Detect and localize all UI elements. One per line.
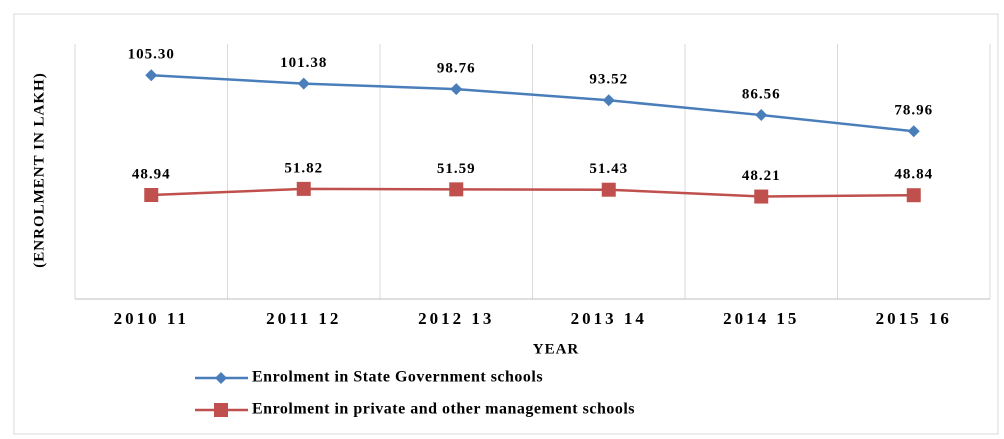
- data-label: 51.43: [589, 161, 628, 177]
- x-tick-label: 2011 12: [266, 309, 341, 328]
- data-point: [602, 94, 615, 107]
- data-point: [297, 77, 310, 90]
- x-tick-label: 2010 11: [114, 309, 189, 328]
- x-axis-label: YEAR: [533, 341, 580, 357]
- data-label: 48.21: [742, 168, 781, 184]
- data-point: [449, 182, 464, 197]
- data-label: 48.84: [894, 167, 933, 183]
- data-point: [296, 181, 311, 196]
- data-label: 48.94: [132, 166, 171, 182]
- x-tick-label: 2014 15: [723, 309, 799, 328]
- data-point: [144, 188, 159, 203]
- data-point: [907, 125, 920, 138]
- legend-label: Enrolment in private and other managemen…: [252, 401, 635, 418]
- data-label: 51.82: [284, 160, 323, 176]
- data-label: 51.59: [437, 161, 476, 177]
- series-line: [151, 187, 914, 198]
- chart-border: [13, 13, 999, 435]
- data-point: [450, 83, 463, 96]
- legend-label: Enrolment in State Government schools: [252, 369, 543, 386]
- data-label: 105.30: [128, 47, 175, 63]
- series-line: [151, 73, 914, 133]
- data-point: [906, 188, 921, 203]
- data-label: 98.76: [437, 61, 476, 77]
- y-axis-label: (ENROLMENT IN LAKH): [31, 72, 47, 267]
- data-point: [145, 69, 158, 82]
- data-label: 101.38: [280, 55, 327, 71]
- x-tick-label: 2012 13: [418, 309, 494, 328]
- data-point: [601, 182, 616, 197]
- data-point: [754, 189, 769, 204]
- data-point: [755, 109, 768, 122]
- data-point: [214, 403, 228, 417]
- data-label: 78.96: [894, 103, 933, 119]
- data-label: 93.52: [589, 72, 628, 88]
- x-tick-label: 2013 14: [571, 309, 647, 328]
- x-tick-label: 2015 16: [876, 309, 952, 328]
- data-label: 86.56: [742, 86, 781, 102]
- data-point: [215, 372, 227, 384]
